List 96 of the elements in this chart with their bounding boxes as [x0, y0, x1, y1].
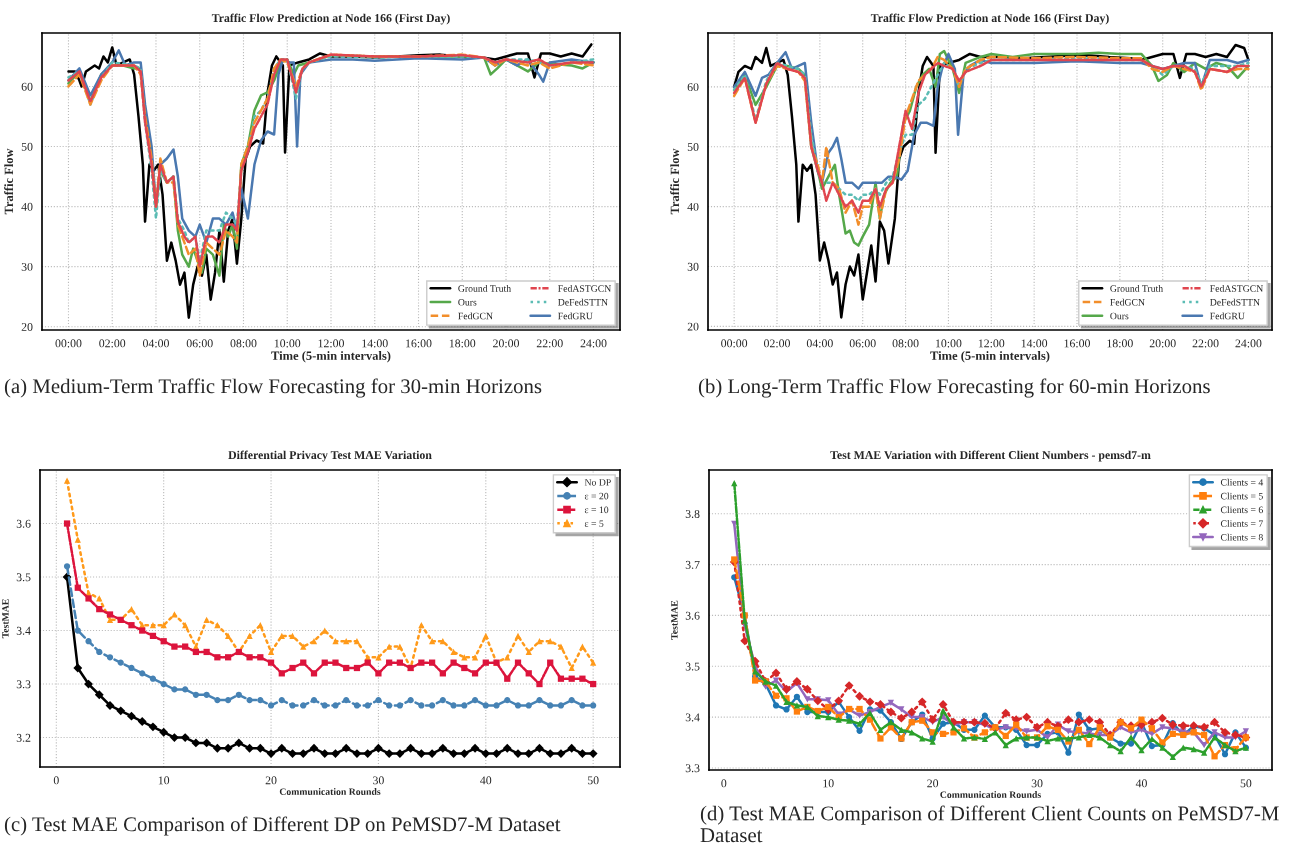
y-tick-label: 30 — [21, 262, 33, 271]
legend-label: FedASTGCN — [558, 284, 612, 292]
x-tick-label: 10:00 — [936, 339, 962, 348]
x-tick-label: 14:00 — [1021, 339, 1048, 348]
x-tick-label: 00:00 — [55, 339, 82, 348]
y-axis-title: TestMAE — [671, 600, 678, 640]
x-tick-label: 10:00 — [274, 339, 301, 348]
y-tick-label: 50 — [687, 143, 699, 151]
y-tick-label: 20 — [687, 322, 699, 331]
legend-label: No DP — [584, 479, 611, 486]
legend-label: Ours — [458, 299, 477, 306]
x-tick-label: 14:00 — [362, 339, 388, 348]
y-tick-label: 3.8 — [685, 509, 700, 518]
legend-label: ε = 5 — [584, 520, 604, 527]
y-axis-title: Traffic Flow — [4, 148, 14, 215]
x-tick-label: 24:00 — [1235, 339, 1262, 348]
y-tick-label: 60 — [687, 83, 699, 92]
x-tick-label: 16:00 — [1064, 339, 1090, 348]
text: (b) Long-Term Traffic Flow Forecasting for 60-min Horizons — [698, 378, 1210, 398]
legend-label: Clients = 7 — [1220, 520, 1263, 527]
x-axis-title: Time (5-min intervals) — [271, 351, 391, 363]
chart-title: Test MAE Variation with Different Client Numbers - pemsd7-m — [830, 450, 1151, 462]
y-tick-label: 3.2 — [16, 733, 31, 742]
legend-label: ε = 10 — [584, 506, 609, 514]
x-tick-label: 00:00 — [721, 339, 748, 348]
x-tick-label: 40 — [1135, 779, 1147, 788]
x-tick-label: 30 — [373, 776, 384, 785]
x-tick-label: 20:00 — [493, 339, 520, 348]
x-tick-label: 18:00 — [449, 339, 476, 348]
legend-label: Clients = 8 — [1220, 533, 1263, 541]
x-tick-label: 04:00 — [142, 339, 169, 348]
y-axis-title: TestMAE — [2, 599, 9, 639]
legend-label: FedGRU — [1210, 312, 1245, 320]
legend-label: FedGRU — [558, 312, 593, 320]
y-tick-label: 30 — [687, 262, 699, 271]
y-tick-label: 3.4 — [16, 626, 31, 635]
y-tick-label: 3.5 — [685, 662, 700, 671]
x-axis-title: Communication Rounds — [940, 791, 1041, 798]
y-tick-label: 40 — [21, 202, 33, 211]
chart-title: Traffic Flow Prediction at Node 166 (First Day) — [211, 13, 450, 25]
x-tick-label: 20 — [927, 779, 939, 788]
x-tick-label: 50 — [1240, 779, 1252, 788]
x-tick-label: 20:00 — [1149, 339, 1176, 348]
text: (c) Test MAE Comparison of Different DP on PeMSD7-M Dataset — [4, 816, 561, 836]
x-tick-label: 24:00 — [580, 339, 607, 348]
y-tick-label: 3.5 — [16, 573, 31, 582]
x-tick-label: 30 — [1031, 779, 1043, 788]
y-tick-label: 60 — [21, 82, 33, 91]
x-tick-label: 12:00 — [318, 339, 344, 348]
y-tick-label: 40 — [687, 202, 699, 211]
chart-title: Differential Privacy Test MAE Variation — [228, 450, 432, 462]
y-tick-label: 3.6 — [685, 611, 700, 620]
legend-label: Clients = 6 — [1220, 506, 1263, 514]
legend-label: Clients = 4 — [1220, 478, 1264, 486]
x-tick-label: 16:00 — [406, 339, 432, 348]
y-tick-label: 3.7 — [685, 560, 700, 569]
legend-label: Ground Truth — [458, 284, 511, 292]
x-tick-label: 50 — [587, 776, 599, 785]
legend-label: ε = 20 — [584, 492, 609, 500]
legend-label: FedASTGCN — [1210, 284, 1264, 292]
chart-title: Traffic Flow Prediction at Node 166 (First Day) — [870, 13, 1109, 25]
y-tick-label: 3.6 — [16, 519, 31, 528]
x-tick-label: 08:00 — [892, 339, 919, 348]
x-tick-label: 22:00 — [1192, 339, 1219, 348]
x-axis-title: Communication Rounds — [279, 788, 381, 795]
x-tick-label: 06:00 — [186, 339, 213, 348]
x-tick-label: 18:00 — [1107, 339, 1133, 348]
x-tick-label: 02:00 — [764, 339, 790, 348]
legend-label: FedGCN — [1110, 298, 1145, 306]
y-tick-label: 3.3 — [685, 764, 700, 773]
legend-label: DeFedSTTN — [1210, 298, 1260, 306]
x-tick-label: 10 — [158, 776, 170, 785]
x-tick-label: 0 — [721, 779, 727, 788]
x-tick-label: 06:00 — [849, 339, 876, 348]
y-tick-label: 50 — [21, 142, 33, 151]
y-axis-title: Traffic Flow — [670, 148, 680, 215]
y-tick-label: 20 — [21, 322, 33, 331]
legend-label: Ground Truth — [1110, 284, 1163, 292]
y-tick-label: 3.3 — [16, 680, 31, 689]
legend-label: Clients = 5 — [1220, 492, 1263, 500]
legend-label: DeFedSTTN — [558, 298, 608, 306]
x-tick-label: 10 — [823, 779, 834, 788]
text: (a) Medium-Term Traffic Flow Forecasting for 30-min Horizons — [4, 378, 542, 398]
x-tick-label: 12:00 — [978, 339, 1005, 348]
text: (d) Test MAE Comparison of Different Client Counts on PeMSD7-M Dataset — [700, 805, 1279, 843]
x-tick-label: 20 — [265, 776, 277, 785]
y-tick-label: 3.4 — [685, 713, 700, 722]
x-tick-label: 0 — [53, 776, 59, 785]
x-axis-title: Time (5-min intervals) — [930, 351, 1050, 363]
legend-label: Ours — [1110, 312, 1129, 320]
legend-label: FedGCN — [458, 312, 493, 320]
x-tick-label: 04:00 — [806, 339, 833, 348]
x-tick-label: 40 — [480, 776, 492, 785]
x-tick-label: 02:00 — [99, 339, 126, 348]
x-tick-label: 22:00 — [536, 339, 563, 348]
x-tick-label: 08:00 — [230, 339, 257, 348]
